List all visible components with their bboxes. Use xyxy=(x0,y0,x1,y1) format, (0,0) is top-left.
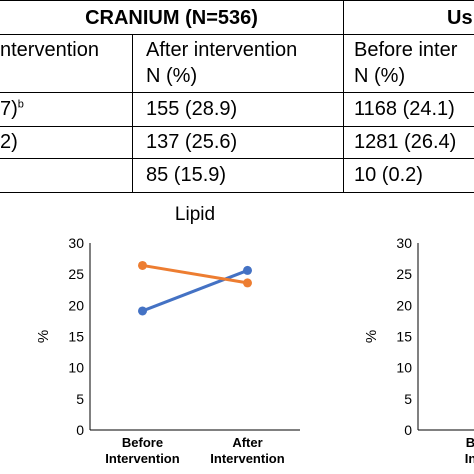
data-point xyxy=(243,278,252,288)
table-cell-before-right: 1281 (26.4) xyxy=(354,131,457,153)
y-tick-label: 20 xyxy=(68,297,84,313)
table-rule-top xyxy=(0,0,474,1)
y-tick-label: 5 xyxy=(404,391,412,407)
table-cell-before-right: 1168 (24.1) xyxy=(354,98,455,120)
col-header-after-unit: N (%) xyxy=(146,65,198,87)
table-cell-after: 137 (25.6) xyxy=(146,131,238,153)
table-rule-row1 xyxy=(0,126,474,127)
y-tick-label: 10 xyxy=(68,360,84,376)
y-tick-label: 0 xyxy=(404,422,412,438)
chart-title: Lipid xyxy=(175,204,215,225)
x-tick-label: In xyxy=(465,451,474,466)
table-cell-before-right: 10 (0.2) xyxy=(354,164,423,186)
y-tick-label: 15 xyxy=(396,329,412,345)
data-point xyxy=(243,265,252,275)
lipid-line-chart: Lipid302520151050%BeforeInterventionAfte… xyxy=(35,204,300,466)
table-rule-group xyxy=(0,34,474,35)
right-line-chart: 30 25 20 15 10 5 0% BIn xyxy=(363,235,474,466)
y-tick-label: 5 xyxy=(76,391,84,407)
series-line xyxy=(142,263,248,285)
table-rule-bottom xyxy=(0,192,474,193)
table-divider-col1 xyxy=(132,34,133,192)
x-tick-label: Before xyxy=(122,435,163,450)
data-point xyxy=(138,306,147,316)
y-tick-label: 25 xyxy=(68,266,84,282)
col-header-before-unit-right: N (%) xyxy=(354,65,406,87)
table-divider-group xyxy=(343,0,344,192)
col-header-before-intervention-right: Before inter xyxy=(354,39,458,61)
x-tick-label: B xyxy=(466,435,474,450)
x-tick-label: After xyxy=(232,435,262,450)
y-tick-label: 10 xyxy=(396,360,412,376)
x-tick-label: Intervention xyxy=(105,451,179,466)
series-line xyxy=(141,269,249,313)
y-axis-label: % xyxy=(35,330,52,343)
y-tick-label: 15 xyxy=(68,329,84,345)
footnote-marker: b xyxy=(17,98,24,111)
group-header-right: Us xyxy=(447,7,473,29)
y-tick-label: 30 xyxy=(396,235,412,251)
y-tick-label: 0 xyxy=(76,422,84,438)
y-tick-label: 25 xyxy=(396,266,412,282)
group-header-cranium: CRANIUM (N=536) xyxy=(85,7,258,29)
y-tick-label: 30 xyxy=(68,235,84,251)
table-cell-after: 85 (15.9) xyxy=(146,164,227,186)
table-cell-after: 155 (28.9) xyxy=(146,98,238,120)
cell-text: 7) xyxy=(0,98,18,120)
y-tick-label: 20 xyxy=(396,297,412,313)
table-rule-header xyxy=(0,92,474,93)
y-axis-label: % xyxy=(363,330,380,343)
table-rule-row2 xyxy=(0,158,474,159)
table-cell-before: 7)b xyxy=(0,97,24,121)
col-header-before-intervention: ntervention xyxy=(0,39,99,61)
data-point xyxy=(138,260,147,270)
col-header-after-intervention: After intervention xyxy=(146,39,298,61)
table-cell-before: 2) xyxy=(0,131,18,153)
x-tick-label: Intervention xyxy=(210,451,284,466)
